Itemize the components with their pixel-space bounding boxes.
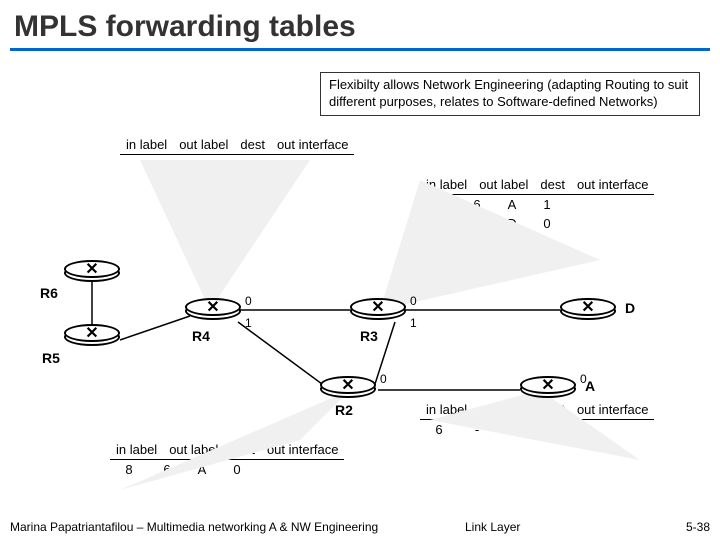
table-row: 10A0 <box>120 155 354 174</box>
router-r2-icon: ✕ <box>320 378 376 400</box>
r3-port-1: 1 <box>410 316 417 330</box>
router-d-label: D <box>625 300 635 316</box>
hdr-out-label: out label <box>473 400 534 419</box>
hdr-dest: dest <box>224 440 261 459</box>
table-row: 8A1 <box>120 193 354 212</box>
r3-port-0: 0 <box>410 294 417 308</box>
r4-port-0: 0 <box>245 294 252 308</box>
router-r6-label: R6 <box>40 285 58 301</box>
slide-title: MPLS forwarding tables <box>0 0 720 48</box>
slide-footer: Marina Papatriantafilou – Multimedia net… <box>10 520 710 534</box>
hdr-in-label: in label <box>120 135 173 154</box>
router-r3-icon: ✕ <box>350 300 406 322</box>
table-row: 129D0 <box>420 214 654 233</box>
hdr-out-if: out interface <box>571 175 655 194</box>
forwarding-table-3: in label out label dest out interface 6-… <box>420 400 654 439</box>
table-row: 12D0 <box>120 174 354 193</box>
forwarding-table-4: in label out label dest out interface 86… <box>110 440 344 479</box>
title-rule <box>10 48 710 51</box>
hdr-dest: dest <box>234 135 271 154</box>
footer-mid: Link Layer <box>465 520 520 534</box>
router-d-icon: ✕ <box>560 300 616 322</box>
hdr-out-label: out label <box>163 440 224 459</box>
router-r4-label: R4 <box>192 328 210 344</box>
table-row: 6-A0 <box>420 420 654 439</box>
hdr-out-label: out label <box>173 135 234 154</box>
r4-port-1: 1 <box>245 316 252 330</box>
footer-right: 5-38 <box>686 520 710 534</box>
router-r5-icon: ✕ <box>64 326 120 348</box>
hdr-out-if: out interface <box>571 400 655 419</box>
hdr-dest: dest <box>534 175 571 194</box>
router-r4-icon: ✕ <box>185 300 241 322</box>
router-a-icon: ✕ <box>520 378 576 400</box>
forwarding-table-1: in label out label dest out interface 10… <box>120 135 354 212</box>
router-r2-label: R2 <box>335 402 353 418</box>
hdr-in-label: in label <box>110 440 163 459</box>
hdr-out-label: out label <box>473 175 534 194</box>
table-row: 106A1 <box>420 195 654 214</box>
table-row: 86A0 <box>110 460 344 479</box>
hdr-in-label: in label <box>420 400 473 419</box>
hdr-in-label: in label <box>420 175 473 194</box>
a-port-0: 0 <box>580 372 587 386</box>
hdr-dest: dest <box>534 400 571 419</box>
forwarding-table-2: in label out label dest out interface 10… <box>420 175 654 233</box>
hdr-out-if: out interface <box>271 135 355 154</box>
router-r3-label: R3 <box>360 328 378 344</box>
footer-left: Marina Papatriantafilou – Multimedia net… <box>10 520 378 534</box>
router-r6-icon: ✕ <box>64 262 120 284</box>
hdr-out-if: out interface <box>261 440 345 459</box>
note-box: Flexibilty allows Network Engineering (a… <box>320 72 700 116</box>
router-r5-label: R5 <box>42 350 60 366</box>
r2-port-0: 0 <box>380 372 387 386</box>
